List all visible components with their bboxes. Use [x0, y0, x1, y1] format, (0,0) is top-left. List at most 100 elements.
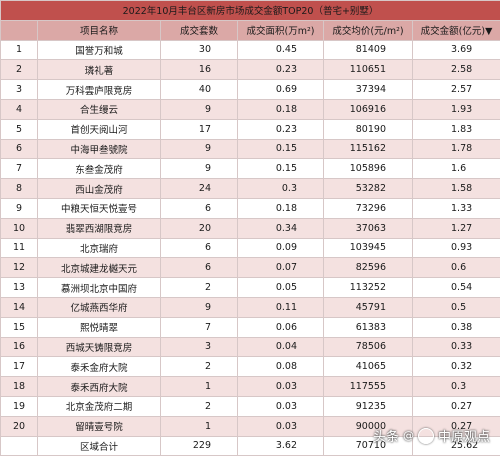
area-cell: 0.18: [238, 99, 324, 119]
row-index: 15: [1, 317, 38, 337]
area-cell: 0.45: [238, 40, 324, 60]
area-cell: 0.18: [238, 198, 324, 218]
units-cell: 9: [161, 159, 238, 179]
amount-cell: 1.27: [413, 218, 500, 238]
price-cell: 81409: [324, 40, 413, 60]
price-cell: 61383: [324, 317, 413, 337]
watermark-source: 头条: [373, 426, 399, 445]
watermark: 头条 @ 中原观点: [373, 426, 490, 445]
project-name: 泰禾金府大院: [38, 357, 161, 377]
units-cell: 9: [161, 297, 238, 317]
units-cell: 3: [161, 337, 238, 357]
camera-logo-icon: [418, 428, 434, 444]
price-cell: 78506: [324, 337, 413, 357]
project-name: 万科雲庐限竞房: [38, 80, 161, 100]
units-cell: 17: [161, 119, 238, 139]
units-cell: 6: [161, 198, 238, 218]
units-cell: 7: [161, 317, 238, 337]
price-cell: 105896: [324, 159, 413, 179]
table-title: 2022年10月丰台区新房市场成交金额TOP20（普宅+别墅）: [1, 1, 500, 21]
project-name: 合生缦云: [38, 99, 161, 119]
project-name: 亿城燕西华府: [38, 297, 161, 317]
units-cell: 6: [161, 238, 238, 258]
price-cell: 82596: [324, 258, 413, 278]
row-index: 10: [1, 218, 38, 238]
area-cell: 0.34: [238, 218, 324, 238]
units-cell: 2: [161, 278, 238, 298]
row-index: 18: [1, 377, 38, 397]
area-cell: 0.03: [238, 377, 324, 397]
units-cell: 6: [161, 258, 238, 278]
price-cell: 73296: [324, 198, 413, 218]
row-index: 20: [1, 416, 38, 436]
units-cell: 20: [161, 218, 238, 238]
project-name: 中粮天恒天悦壹号: [38, 198, 161, 218]
row-index: 8: [1, 179, 38, 199]
area-cell: 0.08: [238, 357, 324, 377]
price-cell: 53282: [324, 179, 413, 199]
amount-cell: 2.58: [413, 60, 500, 80]
units-cell: 1: [161, 377, 238, 397]
row-index: 14: [1, 297, 38, 317]
project-name: 东叁金茂府: [38, 159, 161, 179]
row-index: 9: [1, 198, 38, 218]
amount-cell: 0.5: [413, 297, 500, 317]
row-index: 5: [1, 119, 38, 139]
column-header-amount[interactable]: 成交金额(亿元)▼: [413, 20, 500, 40]
amount-cell: 1.58: [413, 179, 500, 199]
amount-cell: 1.33: [413, 198, 500, 218]
price-cell: 41065: [324, 357, 413, 377]
area-cell: 0.07: [238, 258, 324, 278]
project-name: 首创天阅山河: [38, 119, 161, 139]
area-cell: 0.11: [238, 297, 324, 317]
header-row: 项目名称 成交套数 成交面积(万m²) 成交均价(元/m²) 成交金额(亿元)▼: [1, 20, 500, 40]
project-name: 中海甲叁號院: [38, 139, 161, 159]
project-name: 慕洲坝北京中国府: [38, 278, 161, 298]
units-cell: 24: [161, 179, 238, 199]
amount-cell: 1.83: [413, 119, 500, 139]
area-cell: 0.23: [238, 60, 324, 80]
amount-cell: 0.38: [413, 317, 500, 337]
row-index: 11: [1, 238, 38, 258]
project-name: 熙悦晴翠: [38, 317, 161, 337]
amount-cell: 0.6: [413, 258, 500, 278]
price-cell: 110651: [324, 60, 413, 80]
project-name: 西城天铸限竞房: [38, 337, 161, 357]
amount-cell: 0.93: [413, 238, 500, 258]
row-index: 19: [1, 396, 38, 416]
price-cell: 45791: [324, 297, 413, 317]
amount-cell: 0.32: [413, 357, 500, 377]
watermark-separator: @: [403, 429, 414, 442]
project-name: 北京城建龙樾天元: [38, 258, 161, 278]
price-cell: 113252: [324, 278, 413, 298]
amount-cell: 0.33: [413, 337, 500, 357]
project-name: 国誉万和城: [38, 40, 161, 60]
amount-cell: 1.78: [413, 139, 500, 159]
area-cell: 0.03: [238, 416, 324, 436]
units-cell: 9: [161, 139, 238, 159]
price-cell: 106916: [324, 99, 413, 119]
area-cell: 0.15: [238, 159, 324, 179]
amount-cell: 3.69: [413, 40, 500, 60]
row-index: 12: [1, 258, 38, 278]
